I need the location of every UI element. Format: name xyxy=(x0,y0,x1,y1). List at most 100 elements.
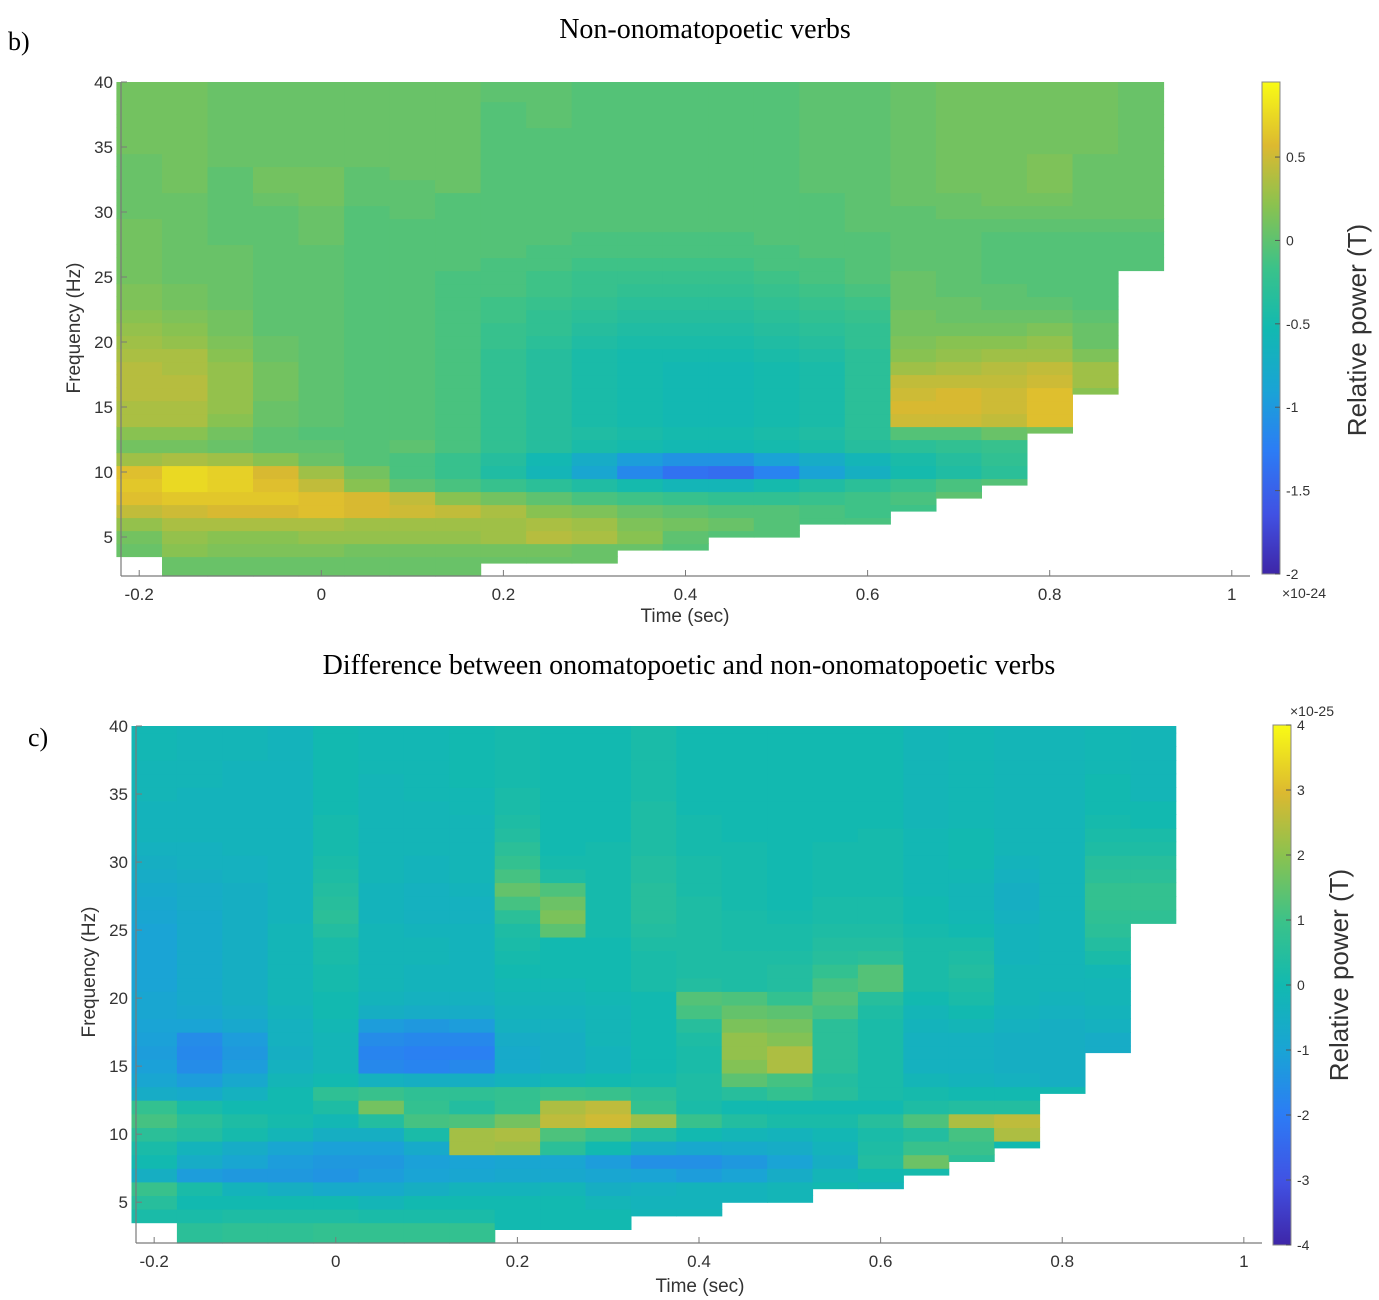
heatmap-cell xyxy=(131,1100,178,1115)
heatmap-cell xyxy=(571,374,618,389)
heatmap-cell xyxy=(540,1222,587,1230)
heatmap-cell xyxy=(753,465,800,480)
y-tick-label: 20 xyxy=(94,333,113,352)
heatmap-cell xyxy=(948,1004,995,1020)
heatmap-cell xyxy=(298,374,345,389)
heatmap-cell xyxy=(799,387,846,402)
heatmap-cell xyxy=(1072,309,1119,324)
heatmap-cell xyxy=(799,335,846,350)
heatmap-cell xyxy=(480,218,527,233)
heatmap-cell xyxy=(207,465,254,480)
heatmap-cell xyxy=(1118,114,1165,129)
heatmap-cell xyxy=(708,335,755,350)
heatmap-cell xyxy=(1130,882,1177,897)
heatmap-cell xyxy=(994,1086,1041,1101)
heatmap-cell xyxy=(435,465,482,480)
heatmap-cell xyxy=(176,1209,223,1224)
heatmap-cell xyxy=(1084,800,1131,815)
heatmap-cell xyxy=(480,270,527,285)
heatmap-cell xyxy=(480,205,527,220)
heatmap-cell xyxy=(389,478,436,493)
heatmap-cell xyxy=(935,192,982,207)
heatmap-cell xyxy=(844,491,891,506)
heatmap-cell xyxy=(935,205,982,220)
heatmap-cell xyxy=(403,1045,450,1060)
heatmap-cell xyxy=(662,348,709,363)
heatmap-cell xyxy=(1039,773,1086,788)
heatmap-cell xyxy=(1084,1045,1131,1054)
heatmap-cell xyxy=(526,426,573,441)
heatmap-cell xyxy=(571,335,618,350)
heatmap-cell xyxy=(176,1141,223,1156)
heatmap-cell xyxy=(131,1113,178,1128)
heatmap-cell xyxy=(267,1195,314,1210)
heatmap-cell xyxy=(358,882,405,897)
heatmap-cell xyxy=(844,205,891,220)
heatmap-cell xyxy=(767,800,814,815)
heatmap-cell xyxy=(403,1032,450,1047)
heatmap-cell xyxy=(267,964,314,979)
heatmap-cell xyxy=(948,828,995,843)
heatmap-cell xyxy=(540,1072,587,1088)
heatmap-cell xyxy=(344,439,391,454)
heatmap-cell xyxy=(994,964,1041,979)
heatmap-cell xyxy=(662,335,709,350)
heatmap-cell xyxy=(116,82,163,90)
colorbar-tick-label: 0 xyxy=(1286,232,1294,248)
heatmap-cell xyxy=(948,991,995,1006)
heatmap-cell xyxy=(981,478,1028,486)
heatmap-cell xyxy=(948,868,995,884)
heatmap-cell xyxy=(116,413,163,428)
heatmap-cell xyxy=(844,88,891,103)
heatmap-cell xyxy=(767,923,814,938)
heatmap-cell xyxy=(480,361,527,376)
heatmap-cell xyxy=(571,517,618,532)
heatmap-cell xyxy=(1084,746,1131,761)
heatmap-cell xyxy=(449,936,496,952)
heatmap-cell xyxy=(162,335,209,350)
heatmap-cell xyxy=(903,773,950,788)
heatmap-cell xyxy=(267,909,314,924)
heatmap-cell xyxy=(449,1209,496,1224)
heatmap-cell xyxy=(526,400,573,415)
heatmap-cell xyxy=(253,270,300,285)
heatmap-cell xyxy=(1072,205,1119,220)
heatmap-cell xyxy=(389,244,436,259)
heatmap-cell xyxy=(526,465,573,480)
heatmap-cell xyxy=(1039,828,1086,843)
heatmap-cell xyxy=(1118,140,1165,155)
heatmap-cell xyxy=(389,192,436,207)
heatmap-cell xyxy=(313,1141,360,1156)
heatmap-cell xyxy=(344,374,391,389)
heatmap-cell xyxy=(948,800,995,815)
heatmap-cell xyxy=(857,800,904,815)
heatmap-cell xyxy=(176,950,223,965)
heatmap-cell xyxy=(844,179,891,194)
heatmap-cell xyxy=(494,732,541,747)
heatmap-cell xyxy=(1072,88,1119,103)
heatmap-cell xyxy=(449,977,496,992)
heatmap-cell xyxy=(890,413,937,428)
heatmap-cell xyxy=(948,1032,995,1047)
heatmap-cell xyxy=(676,828,723,843)
heatmap-cell xyxy=(1072,140,1119,155)
heatmap-cell xyxy=(116,296,163,311)
heatmap-cell xyxy=(630,828,677,843)
heatmap-cell xyxy=(753,517,800,532)
heatmap-cell xyxy=(1084,977,1131,992)
heatmap-cell xyxy=(389,218,436,233)
heatmap-cell xyxy=(540,726,587,734)
heatmap-cell xyxy=(994,828,1041,843)
heatmap-cell xyxy=(857,882,904,897)
heatmap-cell xyxy=(708,192,755,207)
heatmap-cell xyxy=(994,950,1041,965)
heatmap-cell xyxy=(403,1072,450,1088)
heatmap-cell xyxy=(253,335,300,350)
heatmap-cell xyxy=(435,309,482,324)
heatmap-cell xyxy=(1118,166,1165,181)
heatmap-cell xyxy=(948,977,995,992)
heatmap-cell xyxy=(162,504,209,519)
heatmap-cell xyxy=(617,296,664,311)
heatmap-cell xyxy=(721,787,768,802)
heatmap-cell xyxy=(753,127,800,142)
